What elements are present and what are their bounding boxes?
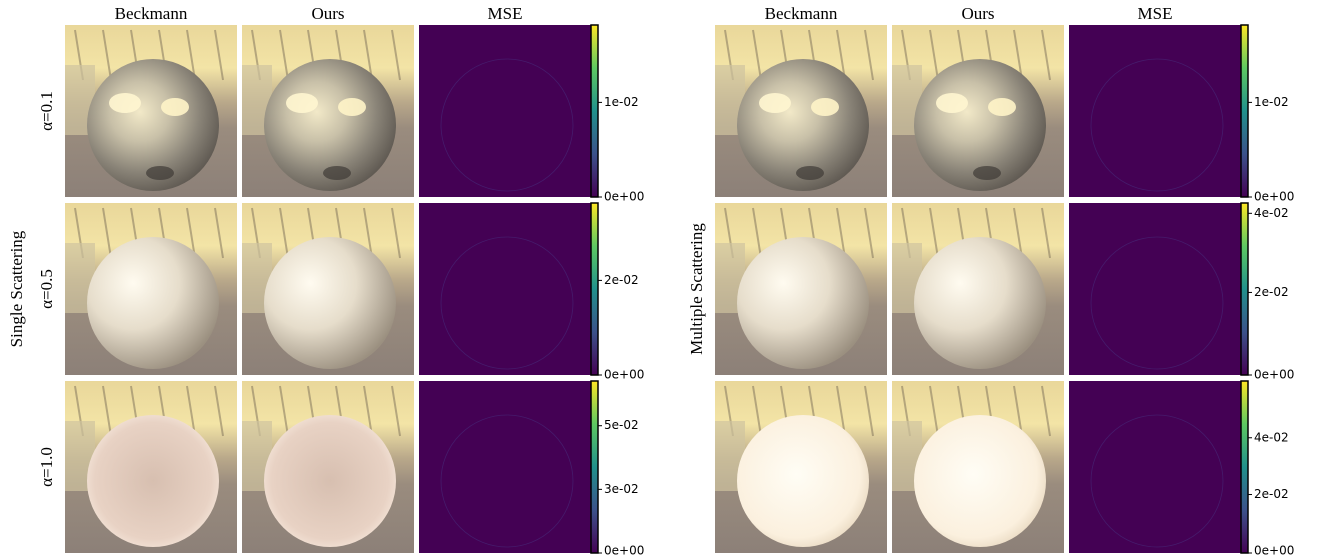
colorbar <box>1241 203 1248 375</box>
render-image <box>892 203 1064 375</box>
mse-map <box>1069 25 1241 197</box>
colorbar-tick-label: 4e-02 <box>1254 206 1289 220</box>
highlight <box>109 93 141 113</box>
colorbar-tick-label: 0e+00 <box>1254 190 1294 204</box>
shadow <box>973 166 1001 180</box>
sphere <box>264 415 396 547</box>
sphere <box>87 415 219 547</box>
mse-map <box>1069 203 1241 375</box>
highlight <box>759 93 791 113</box>
render-image <box>715 25 887 197</box>
colorbar-tick-label: 0e+00 <box>604 190 644 204</box>
render-image <box>715 381 887 553</box>
sphere <box>737 415 869 547</box>
shadow <box>323 166 351 180</box>
highlight <box>988 98 1016 116</box>
colorbar <box>591 203 598 375</box>
colorbar-tick-label: 4e-02 <box>1254 430 1289 444</box>
colorbar-tick-label: 0e+00 <box>1254 544 1294 558</box>
colorbar-tick-label: 0e+00 <box>1254 368 1294 382</box>
figure: Beckmann Ours MSE Single Scattering α=0.1 1e-… <box>0 0 1320 559</box>
row-label: α=0.1 <box>37 91 56 131</box>
column-header: MSE <box>1138 4 1173 23</box>
highlight <box>811 98 839 116</box>
render-image <box>65 25 237 197</box>
column-header: MSE <box>488 4 523 23</box>
colorbar-tick-label: 2e-02 <box>1254 487 1289 501</box>
mse-map <box>419 25 591 197</box>
colorbar-tick-label: 3e-02 <box>604 482 639 496</box>
render-image <box>715 203 887 375</box>
render-image <box>242 25 414 197</box>
sphere <box>87 237 219 369</box>
colorbar <box>591 381 598 553</box>
mse-map <box>419 203 591 375</box>
colorbar-tick-label: 1e-02 <box>1254 95 1289 109</box>
shadow <box>796 166 824 180</box>
colorbar-tick-label: 2e-02 <box>1254 285 1289 299</box>
highlight <box>338 98 366 116</box>
shadow <box>146 166 174 180</box>
colorbar <box>1241 25 1248 197</box>
column-header: Beckmann <box>765 4 838 23</box>
colorbar-tick-label: 1e-02 <box>604 95 639 109</box>
highlight <box>286 93 318 113</box>
colorbar-tick-label: 0e+00 <box>604 368 644 382</box>
row-label: α=1.0 <box>37 447 56 487</box>
sphere <box>914 415 1046 547</box>
sphere <box>737 237 869 369</box>
group-label: Single Scattering <box>7 230 26 347</box>
highlight <box>161 98 189 116</box>
colorbar-tick-label: 5e-02 <box>604 418 639 432</box>
mse-map <box>419 381 591 553</box>
render-image <box>65 381 237 553</box>
render-image <box>892 25 1064 197</box>
column-header: Ours <box>311 4 344 23</box>
colorbar-tick-label: 2e-02 <box>604 273 639 287</box>
mse-map <box>1069 381 1241 553</box>
render-image <box>65 203 237 375</box>
render-image <box>892 381 1064 553</box>
sphere <box>264 237 396 369</box>
column-header: Beckmann <box>115 4 188 23</box>
colorbar <box>591 25 598 197</box>
sphere <box>914 237 1046 369</box>
group-label: Multiple Scattering <box>687 223 706 355</box>
colorbar-tick-label: 0e+00 <box>604 544 644 558</box>
render-image <box>242 203 414 375</box>
render-image <box>242 381 414 553</box>
row-label: α=0.5 <box>37 269 56 309</box>
column-header: Ours <box>961 4 994 23</box>
highlight <box>936 93 968 113</box>
colorbar <box>1241 381 1248 553</box>
